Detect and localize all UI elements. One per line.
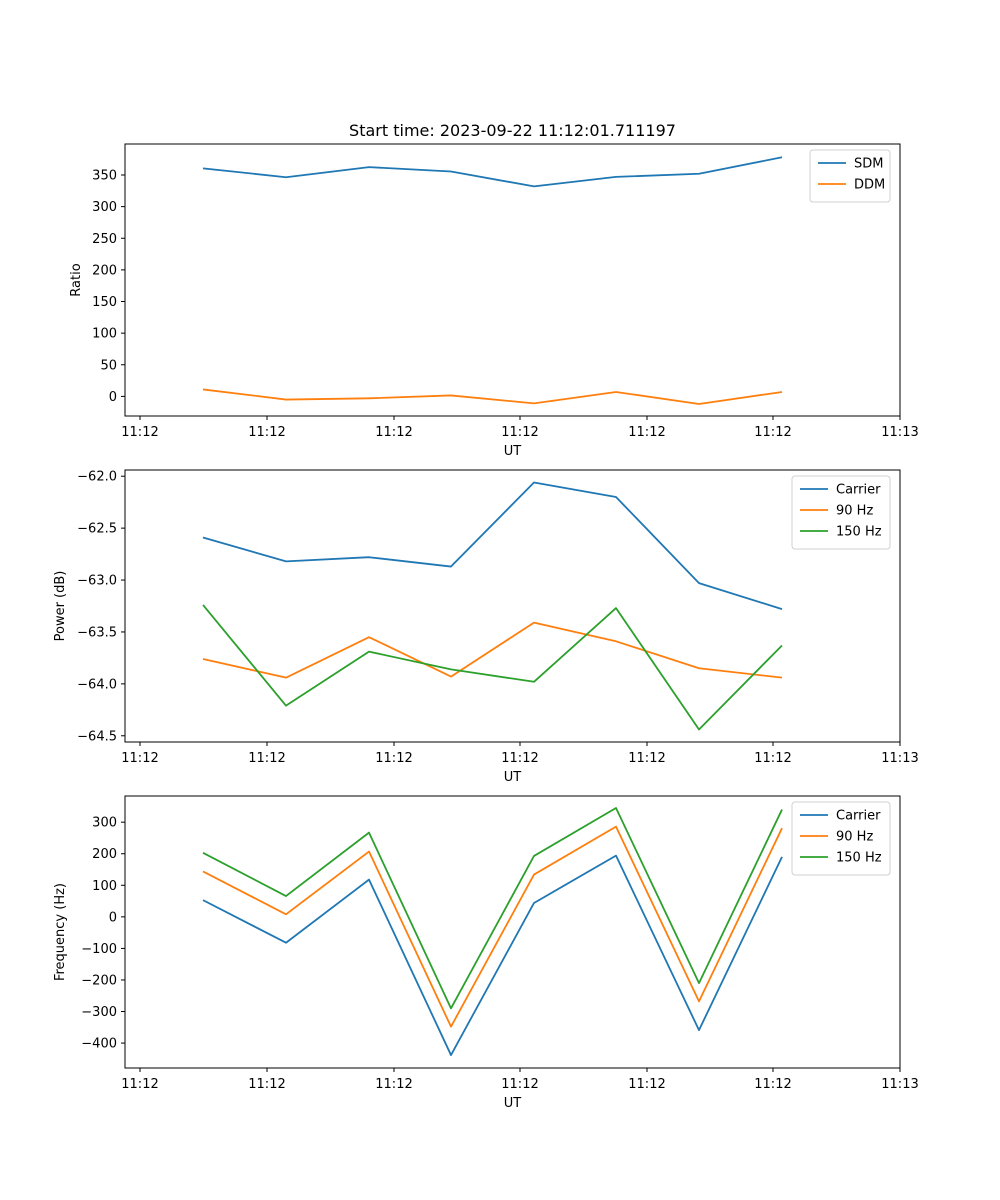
x-tick-label: 11:12	[628, 425, 665, 440]
y-tick-label: 150	[92, 295, 117, 310]
x-axis-label: UT	[504, 1096, 522, 1111]
x-tick-label: 11:12	[501, 751, 538, 766]
chart-title: Start time: 2023-09-22 11:12:01.711197	[349, 121, 676, 140]
x-tick-label: 11:12	[754, 1077, 791, 1092]
x-axis-label: UT	[504, 444, 522, 459]
x-tick-label: 11:12	[248, 1077, 285, 1092]
y-axis-label: Power (dB)	[53, 571, 68, 642]
y-tick-label: 300	[92, 816, 117, 831]
x-tick-label: 11:12	[754, 425, 791, 440]
y-tick-label: 0	[109, 910, 117, 925]
series-line-90-hz	[202, 825, 783, 1028]
legend-label: SDM	[854, 157, 883, 172]
x-tick-label: 11:12	[375, 751, 412, 766]
x-tick-label: 11:12	[248, 425, 285, 440]
y-tick-label: −300	[81, 1005, 117, 1020]
series-line-carrier	[202, 854, 783, 1056]
plot-frame	[124, 795, 901, 1069]
x-tick-label: 11:13	[881, 751, 918, 766]
series-line-150-hz	[202, 604, 783, 731]
x-axis-label: UT	[504, 770, 522, 785]
y-tick-label: 200	[92, 263, 117, 278]
x-tick-label: 11:12	[248, 751, 285, 766]
legend-label: 150 Hz	[836, 525, 882, 540]
legend-label: 150 Hz	[836, 851, 882, 866]
x-tick-label: 11:12	[628, 1077, 665, 1092]
x-tick-label: 11:12	[121, 425, 158, 440]
plot-frame	[124, 469, 901, 743]
y-axis-label: Frequency (Hz)	[53, 883, 68, 981]
x-tick-label: 11:12	[375, 1077, 412, 1092]
series-line-carrier	[202, 481, 783, 610]
x-tick-label: 11:12	[121, 751, 158, 766]
panel-1: Start time: 2023-09-22 11:12:01.711197 11…	[69, 121, 919, 459]
legend-label: Carrier	[836, 483, 881, 498]
y-tick-label: 100	[92, 327, 117, 342]
panel-2: 11:12 11:12 11:12 11:12 11:12 11:12 11:13 −62.0…	[53, 469, 919, 785]
y-tick-label: 250	[92, 232, 117, 247]
y-tick-label: −64.5	[77, 729, 117, 744]
y-tick-label: 350	[92, 168, 117, 183]
y-tick-label: −63.5	[77, 625, 117, 640]
x-tick-label: 11:13	[881, 425, 918, 440]
series-line-150-hz	[202, 807, 783, 1010]
x-tick-label: 11:13	[881, 1077, 918, 1092]
plot-frame	[124, 143, 901, 417]
x-tick-label: 11:12	[754, 751, 791, 766]
x-tick-label: 11:12	[501, 425, 538, 440]
y-tick-label: −62.5	[77, 522, 117, 537]
legend-label: 90 Hz	[836, 830, 873, 845]
x-tick-label: 11:12	[628, 751, 665, 766]
y-tick-label: −63.0	[77, 574, 117, 589]
legend: Carrier 90 Hz 150 Hz	[791, 801, 891, 876]
x-tick-label: 11:12	[121, 1077, 158, 1092]
y-tick-label: −64.0	[77, 677, 117, 692]
legend: Carrier 90 Hz 150 Hz	[791, 475, 891, 550]
panel-3: 11:12 11:12 11:12 11:12 11:12 11:12 11:13 300 20…	[53, 795, 919, 1111]
y-tick-label: 50	[100, 358, 117, 373]
y-tick-label: −62.0	[77, 470, 117, 485]
y-tick-label: 100	[92, 879, 117, 894]
series-line-90-hz	[202, 621, 783, 679]
legend-label: Carrier	[836, 809, 881, 824]
x-tick-label: 11:12	[375, 425, 412, 440]
legend: SDM DDM	[809, 149, 891, 203]
x-tick-label: 11:12	[501, 1077, 538, 1092]
y-axis-label: Ratio	[69, 263, 84, 296]
series-line-sdm	[202, 156, 783, 188]
y-tick-label: 0	[109, 390, 117, 405]
legend-label: 90 Hz	[836, 504, 873, 519]
legend-label: DDM	[854, 178, 885, 193]
y-tick-label: 300	[92, 200, 117, 215]
y-tick-label: 200	[92, 847, 117, 862]
y-tick-label: −400	[81, 1037, 117, 1052]
y-tick-label: −200	[81, 973, 117, 988]
y-tick-label: −100	[81, 942, 117, 957]
series-line-ddm	[202, 388, 783, 405]
